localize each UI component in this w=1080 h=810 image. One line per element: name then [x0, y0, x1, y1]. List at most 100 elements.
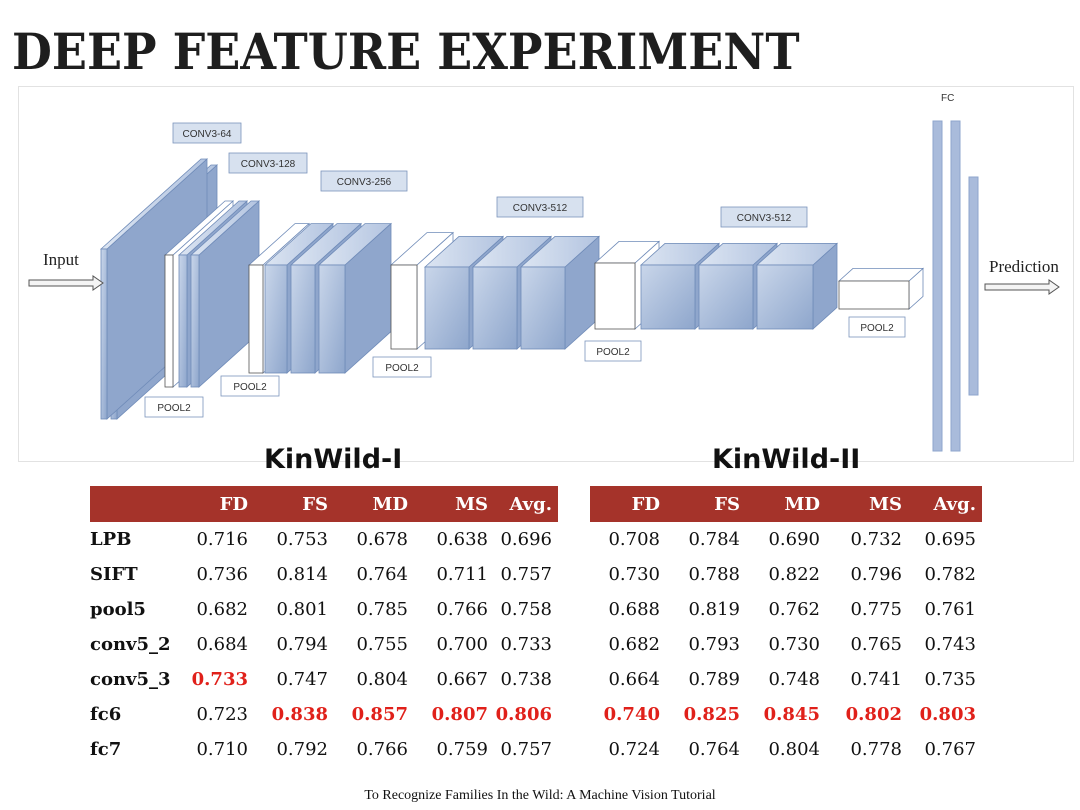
table-row: conv5_3 0.733 0.747 0.804 0.667 0.738	[90, 662, 558, 697]
table-cell: 0.688	[608, 599, 660, 620]
table-cell: 0.682	[196, 599, 248, 620]
conv-label-512-b: CONV3-512	[720, 206, 808, 228]
conv-label-64-text: CONV3-64	[183, 129, 232, 140]
conv-label-512-a: CONV3-512	[496, 196, 584, 218]
table-cell: 0.785	[356, 599, 408, 620]
table-cell: 0.723	[196, 704, 248, 725]
table-cell: 0.802	[845, 704, 902, 725]
table-cell: 0.807	[431, 704, 488, 725]
table-cell: 0.782	[924, 564, 976, 585]
table-cell: 0.741	[850, 669, 902, 690]
table-cell: 0.784	[688, 529, 740, 550]
table-cell: 0.748	[768, 669, 820, 690]
table-cell: 0.740	[603, 704, 660, 725]
conv3-512-layer-3	[519, 235, 601, 350]
column-header: MD	[746, 486, 826, 522]
pool-label-3-text: POOL2	[385, 363, 419, 374]
table-cell: 0.822	[768, 564, 820, 585]
conv3-512b-layer-3	[755, 242, 839, 330]
column-header: MD	[334, 486, 414, 522]
table-cell: 0.814	[276, 564, 328, 585]
slide-title: DEEP FEATURE EXPERIMENT	[12, 22, 800, 81]
table-row: 0.688 0.819 0.762 0.775 0.761	[590, 592, 982, 627]
table-cell: 0.738	[500, 669, 552, 690]
pool-label-4: POOL2	[584, 340, 642, 362]
conv-label-256: CONV3-256	[320, 170, 408, 192]
column-header: FS	[666, 486, 746, 522]
pool-label-2: POOL2	[220, 375, 280, 397]
table-cell: 0.730	[768, 634, 820, 655]
table-cell: 0.757	[500, 564, 552, 585]
table-cell: 0.789	[688, 669, 740, 690]
row-label: pool5	[90, 599, 146, 620]
table-cell: 0.667	[436, 669, 488, 690]
table-cell: 0.792	[276, 739, 328, 760]
table-cell: 0.758	[500, 599, 552, 620]
table-cell: 0.788	[688, 564, 740, 585]
table-cell: 0.845	[763, 704, 820, 725]
results-table-kinwild-2: FD FS MD MS Avg. 0.708 0.784 0.690 0.732 0.695 0.…	[590, 486, 982, 767]
fc-label: FC	[941, 93, 954, 104]
table-cell: 0.764	[688, 739, 740, 760]
table-row: 0.740 0.825 0.845 0.802 0.803	[590, 697, 982, 732]
row-label: conv5_3	[90, 669, 171, 690]
column-header	[90, 486, 188, 522]
row-label: fc6	[90, 704, 122, 725]
table-cell: 0.819	[688, 599, 740, 620]
row-label: SIFT	[90, 564, 138, 585]
conv-label-256-text: CONV3-256	[337, 177, 392, 188]
layer-stack	[99, 158, 925, 420]
table-cell: 0.724	[608, 739, 660, 760]
table-cell: 0.733	[500, 634, 552, 655]
table-cell: 0.825	[683, 704, 740, 725]
pool2-layer-5	[837, 267, 925, 310]
table-row: 0.664 0.789 0.748 0.741 0.735	[590, 662, 982, 697]
table-cell: 0.806	[495, 704, 552, 725]
row-label: conv5_2	[90, 634, 171, 655]
fc-layer-3	[968, 176, 979, 396]
table-cell: 0.762	[768, 599, 820, 620]
conv-label-128-text: CONV3-128	[241, 159, 296, 170]
pool-label-2-text: POOL2	[233, 382, 267, 393]
table-row: fc7 0.710 0.792 0.766 0.759 0.757	[90, 732, 558, 767]
pool-label-5-text: POOL2	[860, 323, 894, 334]
table-cell: 0.755	[356, 634, 408, 655]
table-cell: 0.700	[436, 634, 488, 655]
table-header-row: FD FS MD MS Avg.	[590, 486, 982, 522]
pool-label-1-text: POOL2	[157, 403, 191, 414]
table-row: conv5_2 0.684 0.794 0.755 0.700 0.733	[90, 627, 558, 662]
table-cell: 0.711	[436, 564, 488, 585]
table-title-kinwild-2: KinWild-II	[712, 444, 861, 475]
conv-label-512-b-text: CONV3-512	[737, 213, 792, 224]
footer-caption: To Recognize Families In the Wild: A Mac…	[364, 788, 716, 803]
pool-label-4-text: POOL2	[596, 347, 630, 358]
table-cell: 0.804	[768, 739, 820, 760]
table-row: fc6 0.723 0.838 0.857 0.807 0.806	[90, 697, 558, 732]
conv-label-128: CONV3-128	[228, 152, 308, 174]
table-row: 0.708 0.784 0.690 0.732 0.695	[590, 522, 982, 557]
table-cell: 0.735	[924, 669, 976, 690]
prediction-label: Prediction	[989, 257, 1059, 276]
table-cell: 0.793	[688, 634, 740, 655]
table-cell: 0.796	[850, 564, 902, 585]
table-row: LPB 0.716 0.753 0.678 0.638 0.696	[90, 522, 558, 557]
column-header: Avg.	[908, 486, 982, 522]
conv3-256-layer-3	[317, 222, 393, 374]
row-label: LPB	[90, 529, 132, 550]
table-cell: 0.838	[271, 704, 328, 725]
table-cell: 0.732	[850, 529, 902, 550]
diagram-canvas: CONV3-64 CONV3-128 CONV3-256 CONV3-512 CONV3…	[28, 93, 1060, 452]
fc-layer-2	[950, 120, 961, 452]
table-cell: 0.759	[436, 739, 488, 760]
table-cell: 0.804	[356, 669, 408, 690]
table-cell: 0.716	[196, 529, 248, 550]
table-header-row: FD FS MD MS Avg.	[90, 486, 558, 522]
table-cell: 0.765	[850, 634, 902, 655]
table-cell: 0.775	[850, 599, 902, 620]
table-row: 0.682 0.793 0.730 0.765 0.743	[590, 627, 982, 662]
table-cell: 0.710	[196, 739, 248, 760]
table-row: pool5 0.682 0.801 0.785 0.766 0.758	[90, 592, 558, 627]
conv-label-64: CONV3-64	[172, 122, 242, 144]
network-architecture-diagram: CONV3-64 CONV3-128 CONV3-256 CONV3-512 CONV3…	[18, 86, 1074, 462]
table-cell: 0.794	[276, 634, 328, 655]
